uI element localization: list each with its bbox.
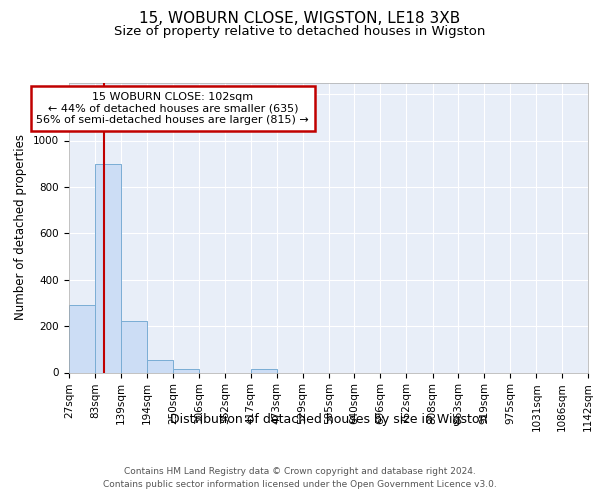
Text: Size of property relative to detached houses in Wigston: Size of property relative to detached ho… (115, 25, 485, 38)
Text: 15 WOBURN CLOSE: 102sqm
← 44% of detached houses are smaller (635)
56% of semi-d: 15 WOBURN CLOSE: 102sqm ← 44% of detache… (37, 92, 309, 125)
Bar (251, 369, 277, 372)
Bar (95, 164, 121, 372)
Bar (121, 322, 147, 372)
Y-axis label: Number of detached properties: Number of detached properties (14, 134, 28, 320)
Text: Contains HM Land Registry data © Crown copyright and database right 2024.
Contai: Contains HM Land Registry data © Crown c… (103, 467, 497, 489)
Text: Distribution of detached houses by size in Wigston: Distribution of detached houses by size … (170, 412, 487, 426)
Text: 15, WOBURN CLOSE, WIGSTON, LE18 3XB: 15, WOBURN CLOSE, WIGSTON, LE18 3XB (139, 11, 461, 26)
Bar (147, 360, 173, 372)
Bar (173, 369, 199, 372)
Bar (69, 305, 95, 372)
